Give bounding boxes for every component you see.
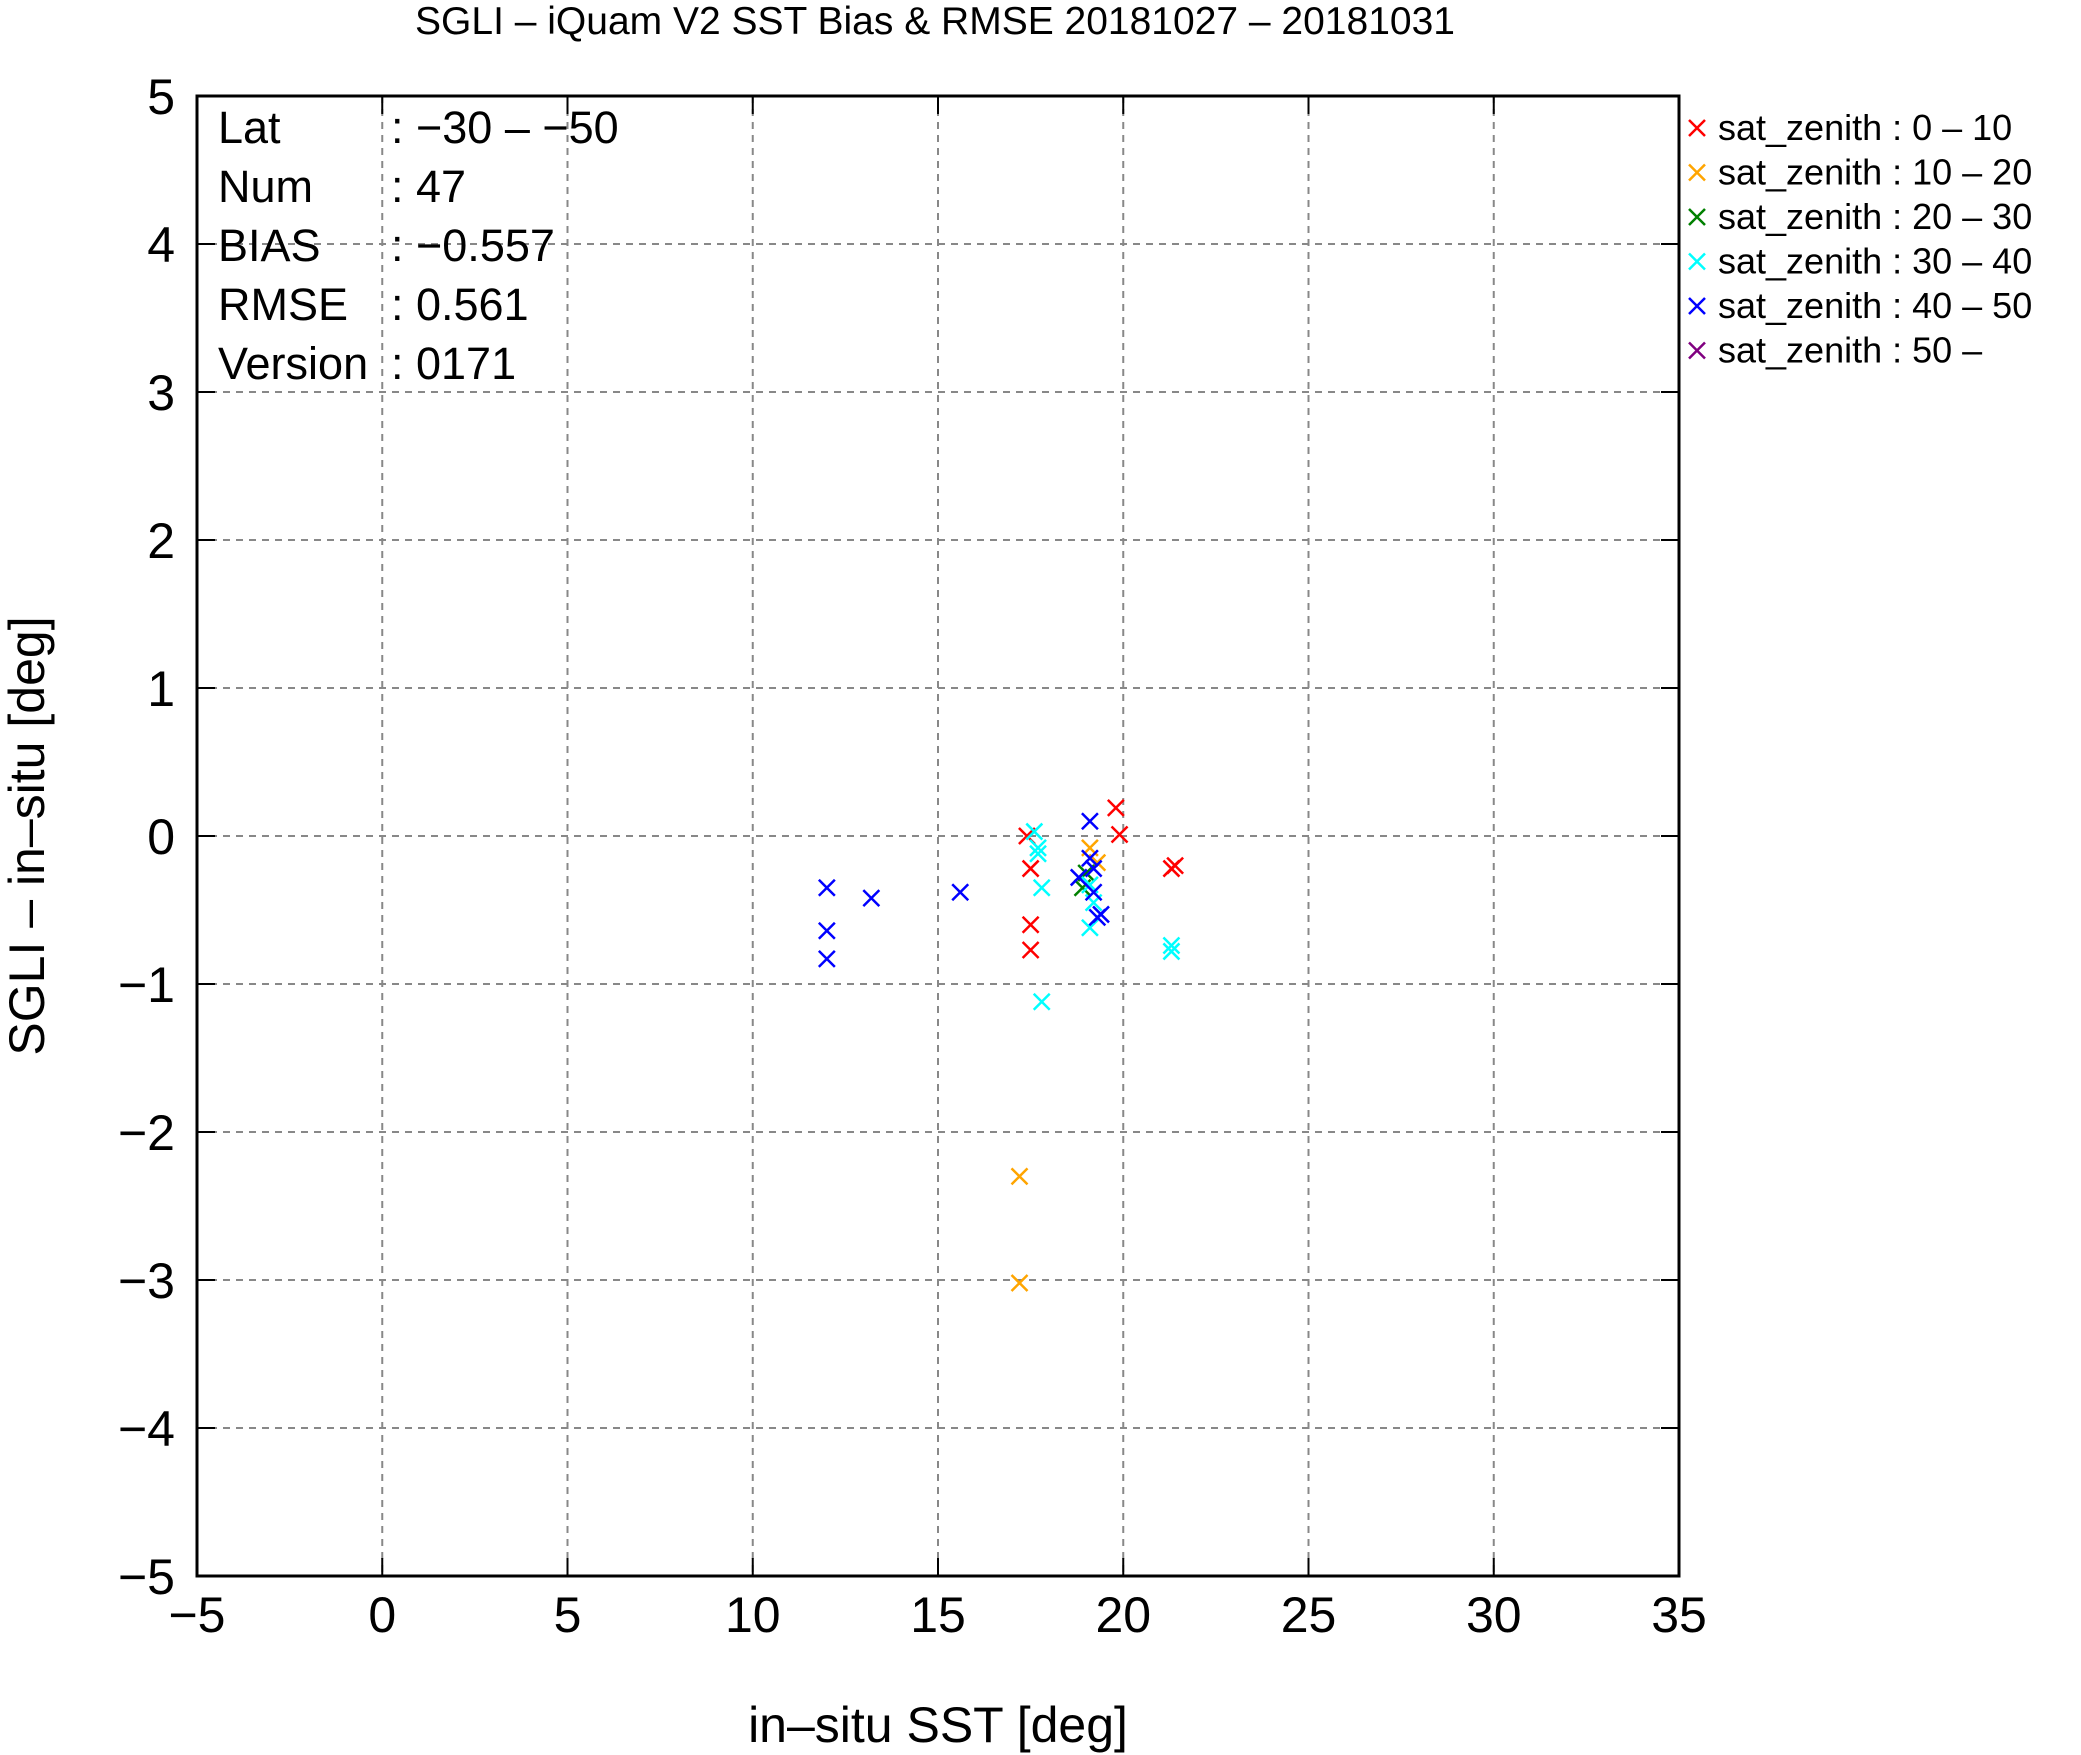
data-point: [1025, 822, 1044, 841]
legend-marker: [1688, 119, 1706, 137]
data-point: [1081, 812, 1099, 831]
data-point: [1084, 883, 1103, 902]
stat-value: : −30 – −50: [391, 102, 619, 153]
stat-value: : 0171: [391, 338, 516, 389]
stats-box: Lat : −30 – −50 Num : 47 BIAS : −0.557 RMSE : 0…: [218, 102, 619, 389]
data-point: [1084, 859, 1103, 878]
y-tick-label: −1: [118, 957, 175, 1013]
data-point: [1162, 936, 1181, 955]
data-point: [1162, 942, 1181, 961]
x-tick-label: 0: [368, 1587, 396, 1643]
legend-label: sat_zenith : 30 – 40: [1718, 241, 2032, 282]
data-point: [1021, 859, 1040, 878]
stat-label: Num: [218, 161, 313, 212]
y-tick-label: 1: [147, 661, 175, 717]
data-point: [1166, 856, 1185, 875]
x-tick-label: −5: [168, 1587, 225, 1643]
data-point: [1069, 868, 1088, 887]
y-tick-label: 5: [147, 69, 175, 125]
stat-label: Version: [218, 338, 368, 389]
y-tick-label: −4: [118, 1401, 175, 1457]
stat-value: : −0.557: [391, 220, 555, 271]
x-tick-label: 10: [725, 1587, 781, 1643]
legend-label: sat_zenith : 40 – 50: [1718, 285, 2032, 326]
data-point: [1032, 992, 1051, 1011]
x-tick-label: 25: [1281, 1587, 1337, 1643]
x-tick-label: 20: [1095, 1587, 1151, 1643]
chart-title: SGLI – iQuam V2 SST Bias & RMSE 20181027…: [415, 0, 1455, 43]
legend-marker: [1688, 341, 1706, 360]
data-point: [817, 921, 836, 940]
data-point: [862, 889, 881, 908]
legend-marker: [1688, 297, 1706, 315]
data-point: [1021, 941, 1040, 959]
plot-frame: [195, 94, 1681, 1578]
data-point: [951, 883, 970, 902]
y-tick-label: −2: [118, 1105, 175, 1161]
x-tick-label: 35: [1651, 1587, 1707, 1643]
legend-marker: [1688, 252, 1706, 271]
legend-label: sat_zenith : 20 – 30: [1718, 196, 2032, 237]
legend-label: sat_zenith : 50 –: [1718, 330, 1982, 371]
y-tick-label: 0: [147, 809, 175, 865]
x-tick-label: 5: [554, 1587, 582, 1643]
data-point: [817, 878, 836, 897]
legend-label: sat_zenith : 0 – 10: [1718, 107, 2012, 148]
y-tick-label: 4: [147, 217, 175, 273]
data-point: [1029, 838, 1047, 857]
data-points: [817, 798, 1185, 1292]
data-point: [1021, 915, 1040, 934]
data-point: [1029, 844, 1047, 863]
data-point: [1106, 798, 1125, 817]
x-tick-label: 30: [1466, 1587, 1522, 1643]
legend-marker: [1688, 208, 1706, 226]
data-point: [817, 949, 836, 968]
stat-label: Lat: [218, 102, 281, 153]
stat-value: : 0.561: [391, 279, 529, 330]
y-tick-label: 2: [147, 513, 175, 569]
stat-label: RMSE: [218, 279, 348, 330]
y-tick-label: −3: [118, 1253, 175, 1309]
legend-label: sat_zenith : 10 – 20: [1718, 152, 2032, 193]
grid-lines: [197, 96, 1679, 1576]
x-tick-labels: −5 0 5 10 15 20 25 30 35: [168, 1587, 1706, 1643]
data-point: [1081, 849, 1099, 868]
data-point: [1110, 825, 1129, 844]
y-axis-label: SGLI – in–situ [deg]: [0, 616, 55, 1055]
data-point: [1081, 918, 1099, 937]
data-point: [1010, 1167, 1029, 1186]
data-point: [1010, 1274, 1029, 1292]
data-point: [1092, 905, 1110, 924]
stat-value: : 47: [391, 161, 466, 212]
data-point: [1032, 878, 1051, 897]
y-tick-label: −5: [118, 1549, 175, 1605]
y-tick-label: 3: [147, 365, 175, 421]
legend-marker: [1688, 163, 1706, 182]
y-tick-labels: −5 −4 −3 −2 −1 0 1 2 3 4 5: [118, 69, 175, 1605]
x-tick-label: 15: [910, 1587, 966, 1643]
stat-label: BIAS: [218, 220, 321, 271]
x-axis-label: in–situ SST [deg]: [748, 1697, 1128, 1753]
axis-ticks: [196, 95, 1680, 1577]
